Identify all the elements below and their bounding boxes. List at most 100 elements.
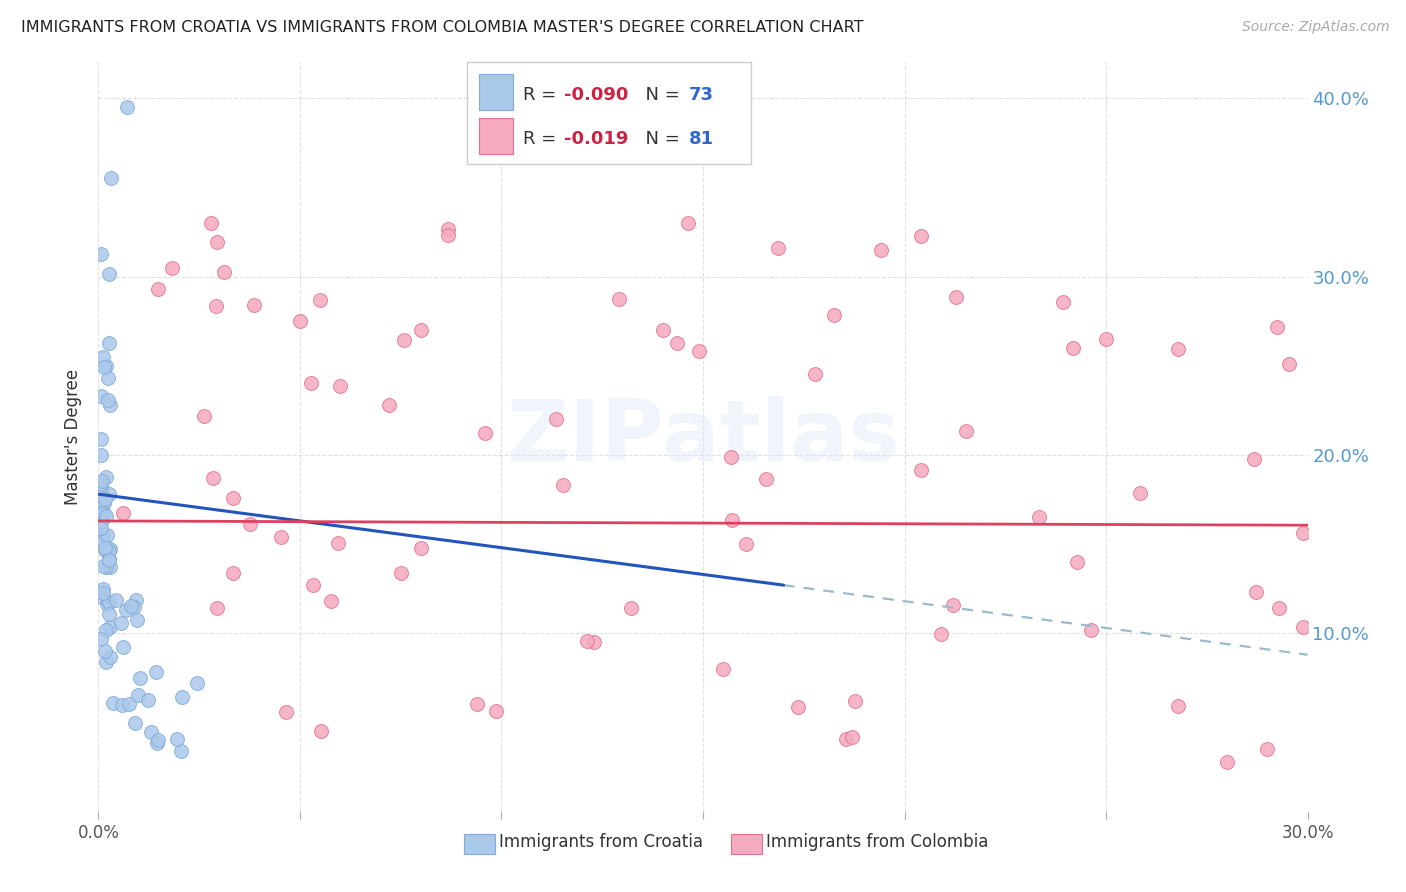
Point xyxy=(389,566,412,581)
Point xyxy=(97,392,120,407)
Point xyxy=(94,541,117,555)
Point xyxy=(93,496,115,510)
Point xyxy=(1268,600,1291,615)
Point xyxy=(676,216,699,230)
Point xyxy=(1278,357,1301,371)
Point xyxy=(94,359,117,374)
Point xyxy=(115,100,138,114)
Point xyxy=(98,559,121,574)
Point xyxy=(276,705,298,719)
Point xyxy=(1167,699,1189,714)
Point xyxy=(93,350,115,364)
Point xyxy=(97,335,120,350)
Point xyxy=(329,379,352,393)
Point xyxy=(1066,555,1088,569)
Text: N =: N = xyxy=(634,130,686,148)
Point xyxy=(127,689,149,703)
Point xyxy=(834,732,856,747)
FancyBboxPatch shape xyxy=(479,74,513,110)
Point xyxy=(1243,452,1265,467)
Text: R =: R = xyxy=(523,86,562,103)
Point xyxy=(91,528,114,542)
Point xyxy=(93,491,115,506)
Point xyxy=(93,535,115,549)
Point xyxy=(124,715,146,730)
FancyBboxPatch shape xyxy=(479,118,513,153)
Point xyxy=(100,398,122,412)
Point xyxy=(100,171,122,186)
Text: 81: 81 xyxy=(689,130,714,148)
Point xyxy=(1062,341,1084,355)
Point xyxy=(94,560,117,574)
Point xyxy=(465,697,488,711)
Point xyxy=(125,592,148,607)
Point xyxy=(804,367,827,381)
Point xyxy=(93,359,115,374)
Point xyxy=(97,607,120,621)
Point xyxy=(270,530,292,544)
Point xyxy=(98,553,121,567)
Point xyxy=(90,632,112,647)
Point xyxy=(377,399,399,413)
Point xyxy=(299,376,322,391)
Point xyxy=(146,732,169,747)
Point xyxy=(172,690,194,705)
Point xyxy=(91,586,114,600)
Point xyxy=(89,389,111,403)
Point xyxy=(97,595,120,609)
Point xyxy=(105,593,128,607)
Text: Immigrants from Croatia: Immigrants from Croatia xyxy=(499,833,703,851)
Point xyxy=(665,336,688,351)
Point xyxy=(575,634,598,648)
Point xyxy=(607,292,630,306)
Point xyxy=(90,480,112,494)
Point xyxy=(146,282,169,296)
Point xyxy=(97,486,120,500)
Point xyxy=(1265,320,1288,334)
Point xyxy=(239,516,262,531)
Point xyxy=(91,559,114,574)
Point xyxy=(94,655,117,669)
Point xyxy=(1095,332,1118,346)
Point xyxy=(929,627,952,641)
Point xyxy=(128,671,150,685)
Point xyxy=(620,600,643,615)
Point xyxy=(94,543,117,558)
Point xyxy=(91,507,114,521)
Point xyxy=(409,541,432,555)
Point xyxy=(720,450,742,464)
Point xyxy=(1052,294,1074,309)
Point xyxy=(139,724,162,739)
Point xyxy=(90,474,112,488)
Point xyxy=(910,228,932,243)
Point xyxy=(485,704,508,718)
Point xyxy=(166,732,188,747)
Point xyxy=(844,694,866,708)
Point xyxy=(110,615,132,630)
Point xyxy=(117,697,139,711)
Point xyxy=(711,662,734,676)
Point xyxy=(94,644,117,658)
Point xyxy=(89,521,111,535)
Point xyxy=(870,243,893,257)
Point xyxy=(409,323,432,337)
Point xyxy=(546,412,568,426)
Point xyxy=(288,314,311,328)
FancyBboxPatch shape xyxy=(467,62,751,163)
Point xyxy=(112,506,135,520)
Point xyxy=(160,260,183,275)
Point xyxy=(94,509,117,524)
Point xyxy=(96,528,118,542)
Point xyxy=(841,731,863,745)
Point xyxy=(122,600,145,615)
Y-axis label: Master's Degree: Master's Degree xyxy=(65,369,83,505)
Point xyxy=(222,491,245,505)
Point xyxy=(186,676,208,690)
Point xyxy=(205,235,228,249)
Point xyxy=(91,505,114,519)
Point xyxy=(326,536,349,550)
Point xyxy=(910,463,932,477)
Point xyxy=(301,578,323,592)
Point xyxy=(146,736,169,750)
Text: Immigrants from Colombia: Immigrants from Colombia xyxy=(766,833,988,851)
